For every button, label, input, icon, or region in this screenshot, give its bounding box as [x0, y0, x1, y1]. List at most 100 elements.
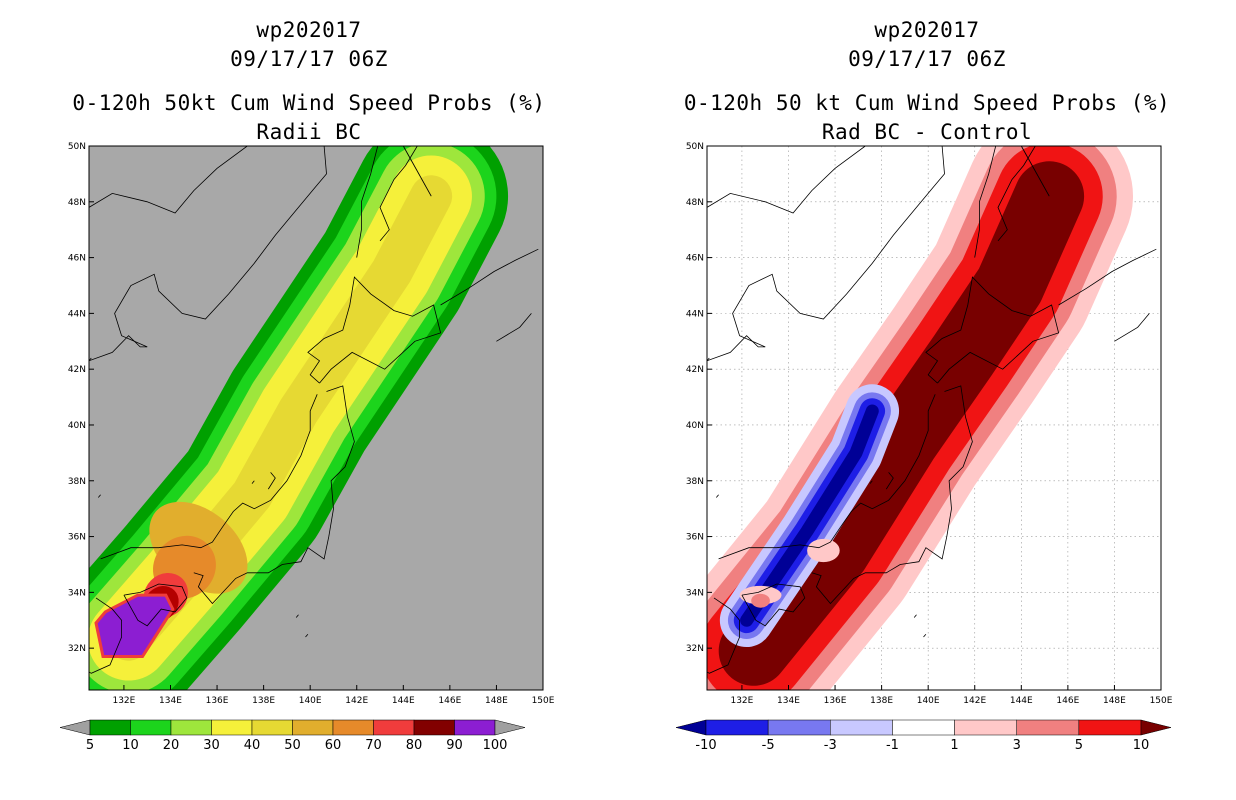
x-tick-label: 144E	[1010, 696, 1033, 706]
chart-title-storm-id: wp202017	[874, 18, 980, 42]
storm-track-line	[1020, 146, 1050, 197]
coastline	[741, 583, 806, 627]
x-tick-label: 140E	[299, 696, 322, 706]
colorbar-box	[292, 719, 334, 736]
left-probability-map: 132E 134E 136E 138E 140E 142E 144E 146E 148E 150E…	[59, 142, 555, 753]
coastline	[732, 146, 945, 348]
coastline	[89, 146, 248, 214]
x-tick-label: 132E	[730, 696, 753, 706]
colorbar-label: -3	[824, 738, 837, 753]
coastline	[913, 614, 917, 618]
x-tick-label: 148E	[1103, 696, 1126, 706]
y-tick-label: 42N	[68, 365, 86, 375]
coastline	[307, 276, 442, 384]
colorbar-high-arrow	[1140, 719, 1172, 736]
y-tick-label: 40N	[686, 421, 704, 431]
coastline	[496, 313, 532, 342]
x-tick-label: 150E	[532, 696, 555, 706]
coastline	[974, 146, 997, 258]
coastline	[923, 633, 927, 638]
x-tick-label: 132E	[112, 696, 135, 706]
colorbar-label: 40	[244, 738, 261, 753]
colorbar-box	[170, 719, 212, 736]
colorbar-box	[705, 719, 769, 736]
colorbar-label: 50	[284, 738, 301, 753]
coastline	[305, 633, 309, 638]
chart-title-experiment: Rad BC - Control	[821, 120, 1033, 144]
y-tick-label: 50N	[68, 142, 86, 152]
diff-blob	[751, 593, 770, 608]
y-tick-label: 44N	[686, 309, 704, 319]
diff-negative-band-neg10	[740, 404, 879, 627]
colorbar-label: 10	[1133, 738, 1150, 753]
plot-frame	[706, 145, 1162, 691]
colorbar-label: 5	[1075, 738, 1083, 753]
x-tick-label: 134E	[159, 696, 182, 706]
coastline	[356, 146, 379, 258]
colorbar-label: 60	[325, 738, 342, 753]
right-difference-map: 132E 134E 136E 138E 140E 142E 144E 146E 148E 150E…	[675, 142, 1173, 753]
colorbar-label: 30	[203, 738, 220, 753]
y-tick-label: 38N	[68, 477, 86, 487]
y-tick-label: 42N	[686, 365, 704, 375]
colorbar-label: 3	[1013, 738, 1021, 753]
y-tick-label: 48N	[68, 198, 86, 208]
y-tick-label: 36N	[68, 533, 86, 543]
colorbar-label: 20	[163, 738, 180, 753]
x-tick-label: 134E	[777, 696, 800, 706]
chart-title-experiment: Radii BC	[256, 120, 362, 144]
y-tick-label: 34N	[686, 588, 704, 598]
colorbar-low-arrow	[59, 719, 91, 736]
coastline	[97, 494, 101, 498]
x-tick-label: 138E	[252, 696, 275, 706]
coastline	[1058, 248, 1157, 306]
y-tick-label: 50N	[686, 142, 704, 152]
coastline	[885, 472, 894, 490]
coastline	[440, 248, 539, 306]
colorbar-box	[89, 719, 131, 736]
y-tick-label: 34N	[68, 588, 86, 598]
colorbar-label: 80	[406, 738, 423, 753]
chart-title-datetime: 09/17/17 06Z	[848, 47, 1006, 71]
colorbar-label: 5	[86, 738, 94, 753]
coastline	[925, 276, 1060, 384]
diff-blob	[807, 538, 840, 563]
colorbar-box	[413, 719, 455, 736]
chart-title-storm-id: wp202017	[256, 18, 362, 42]
left-panel-radii-bc: wp202017 09/17/17 06Z 0-120h 50kt Cum Wi…	[59, 18, 555, 753]
chart-title-product: 0-120h 50kt Cum Wind Speed Probs (%)	[72, 91, 546, 115]
plot-frame	[88, 145, 544, 691]
colorbar-box	[830, 719, 893, 736]
coastline	[707, 597, 740, 674]
coastline	[869, 480, 873, 484]
x-tick-label: 142E	[963, 696, 986, 706]
colorbar-box	[892, 719, 955, 736]
coastline	[295, 614, 299, 618]
y-tick-label: 40N	[68, 421, 86, 431]
y-tick-label: 38N	[686, 477, 704, 487]
y-tick-label: 32N	[686, 644, 704, 654]
colorbar-label: 10	[122, 738, 139, 753]
colorbar-label: 100	[483, 738, 508, 753]
x-tick-label: 142E	[345, 696, 368, 706]
y-tick-label: 48N	[686, 198, 704, 208]
y-tick-label: 36N	[686, 533, 704, 543]
coastline	[379, 146, 418, 242]
colorbar-box	[454, 719, 496, 736]
colorbar-box	[1078, 719, 1142, 736]
right-panel-difference: wp202017 09/17/17 06Z 0-120h 50 kt Cum W…	[618, 0, 1236, 800]
colorbar-label: 1	[950, 738, 958, 753]
plot-area	[89, 146, 539, 690]
colorbar-box	[251, 719, 293, 736]
coastline	[114, 146, 327, 348]
y-tick-label: 32N	[68, 644, 86, 654]
coastline	[718, 394, 936, 560]
x-tick-label: 146E	[438, 696, 461, 706]
x-tick-label: 136E	[824, 696, 847, 706]
chart-title-product: 0-120h 50 kt Cum Wind Speed Probs (%)	[683, 91, 1171, 115]
coastline	[89, 597, 122, 674]
colorbar-label: 70	[365, 738, 382, 753]
chart-title-datetime: 09/17/17 06Z	[230, 47, 388, 71]
x-tick-label: 146E	[1056, 696, 1079, 706]
x-tick-label: 144E	[392, 696, 415, 706]
